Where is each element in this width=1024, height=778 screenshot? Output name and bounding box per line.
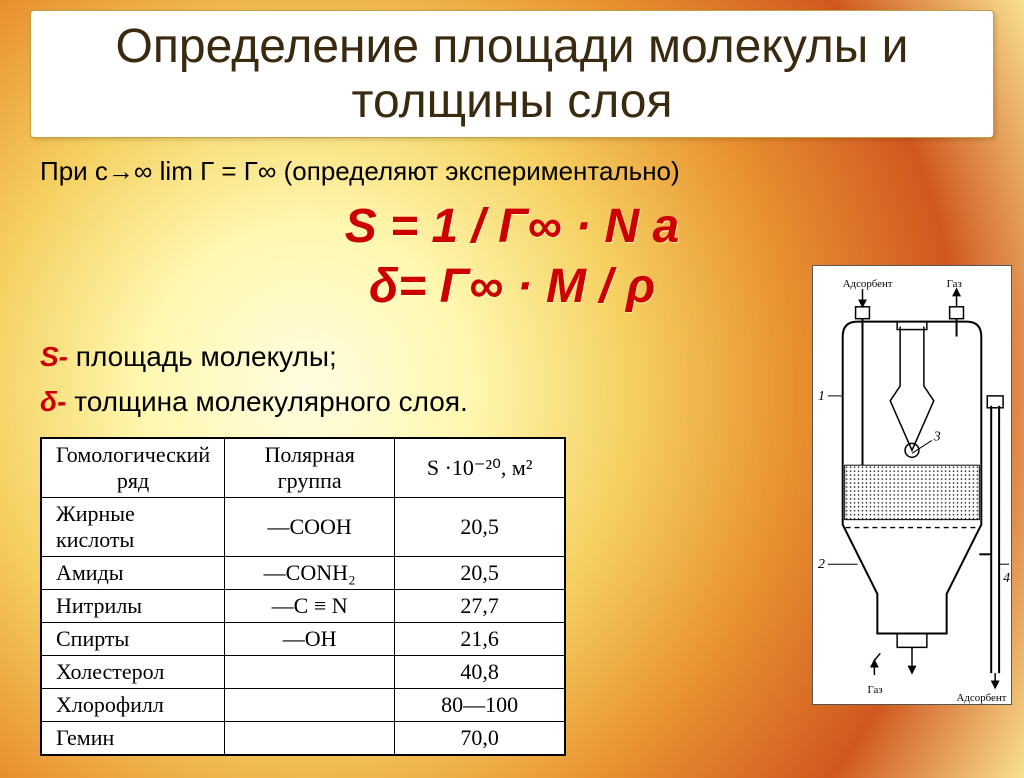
label-1: 1: [818, 388, 825, 403]
cell-group: —C ≡ N: [225, 589, 395, 622]
table-body: Жирные кислоты—COOH20,5Амиды—CONH₂20,5Ни…: [42, 497, 565, 754]
def-S-text: площадь молекулы;: [68, 341, 337, 372]
table-header-row: Гомологический ряд Полярная группа S ·10…: [42, 438, 565, 497]
cell-value: 20,5: [395, 497, 565, 556]
cell-value: 40,8: [395, 655, 565, 688]
label-gas-top: Газ: [947, 278, 962, 290]
cell-series: Холестерол: [42, 655, 225, 688]
label-adsorbent-bottom: Адсорбент: [957, 692, 1007, 704]
apparatus-svg: Адсорбент Газ: [813, 266, 1011, 704]
cell-series: Жирные кислоты: [42, 497, 225, 556]
title-box: Определение площади молекулы и толщины с…: [30, 10, 994, 138]
apparatus-diagram: Адсорбент Газ: [812, 265, 1012, 705]
cell-series: Амиды: [42, 556, 225, 589]
cell-series: Нитрилы: [42, 589, 225, 622]
table-row: Амиды—CONH₂20,5: [42, 556, 565, 589]
cell-group: [225, 721, 395, 754]
cell-value: 70,0: [395, 721, 565, 754]
label-adsorbent-top: Адсорбент: [843, 278, 893, 290]
cell-value: 20,5: [395, 556, 565, 589]
table-row: Спирты—OH21,6: [42, 622, 565, 655]
symbol-S: S-: [40, 341, 68, 372]
table-row: Холестерол 40,8: [42, 655, 565, 688]
col-header-series: Гомологический ряд: [42, 438, 225, 497]
col-header-group: Полярная группа: [225, 438, 395, 497]
cell-value: 21,6: [395, 622, 565, 655]
slide: Определение площади молекулы и толщины с…: [0, 10, 1024, 778]
data-table: Гомологический ряд Полярная группа S ·10…: [41, 438, 565, 755]
symbol-delta: δ-: [40, 386, 66, 417]
label-gas-bottom: Газ: [867, 684, 882, 696]
cell-group: —OH: [225, 622, 395, 655]
cell-group: —CONH₂: [225, 556, 395, 589]
table-row: Гемин 70,0: [42, 721, 565, 754]
formula-line-1: S = 1 / Г∞ · N а: [40, 197, 984, 257]
cell-series: Хлорофилл: [42, 688, 225, 721]
limit-condition: При с→∞ lim Г = Г∞ (определяют экспериме…: [40, 156, 984, 187]
col-header-area: S ·10⁻²⁰, м²: [395, 438, 565, 497]
def-delta-text: толщина молекулярного слоя.: [66, 386, 467, 417]
cell-series: Спирты: [42, 622, 225, 655]
cell-group: [225, 688, 395, 721]
table-row: Хлорофилл 80—100: [42, 688, 565, 721]
table-row: Жирные кислоты—COOH20,5: [42, 497, 565, 556]
page-title: Определение площади молекулы и толщины с…: [51, 19, 973, 129]
cell-group: —COOH: [225, 497, 395, 556]
label-3: 3: [933, 428, 941, 443]
data-table-wrap: Гомологический ряд Полярная группа S ·10…: [40, 437, 566, 756]
cell-series: Гемин: [42, 721, 225, 754]
cell-value: 27,7: [395, 589, 565, 622]
label-4: 4: [1003, 570, 1010, 585]
table-row: Нитрилы—C ≡ N27,7: [42, 589, 565, 622]
cell-group: [225, 655, 395, 688]
label-2: 2: [818, 556, 825, 571]
cell-value: 80—100: [395, 688, 565, 721]
